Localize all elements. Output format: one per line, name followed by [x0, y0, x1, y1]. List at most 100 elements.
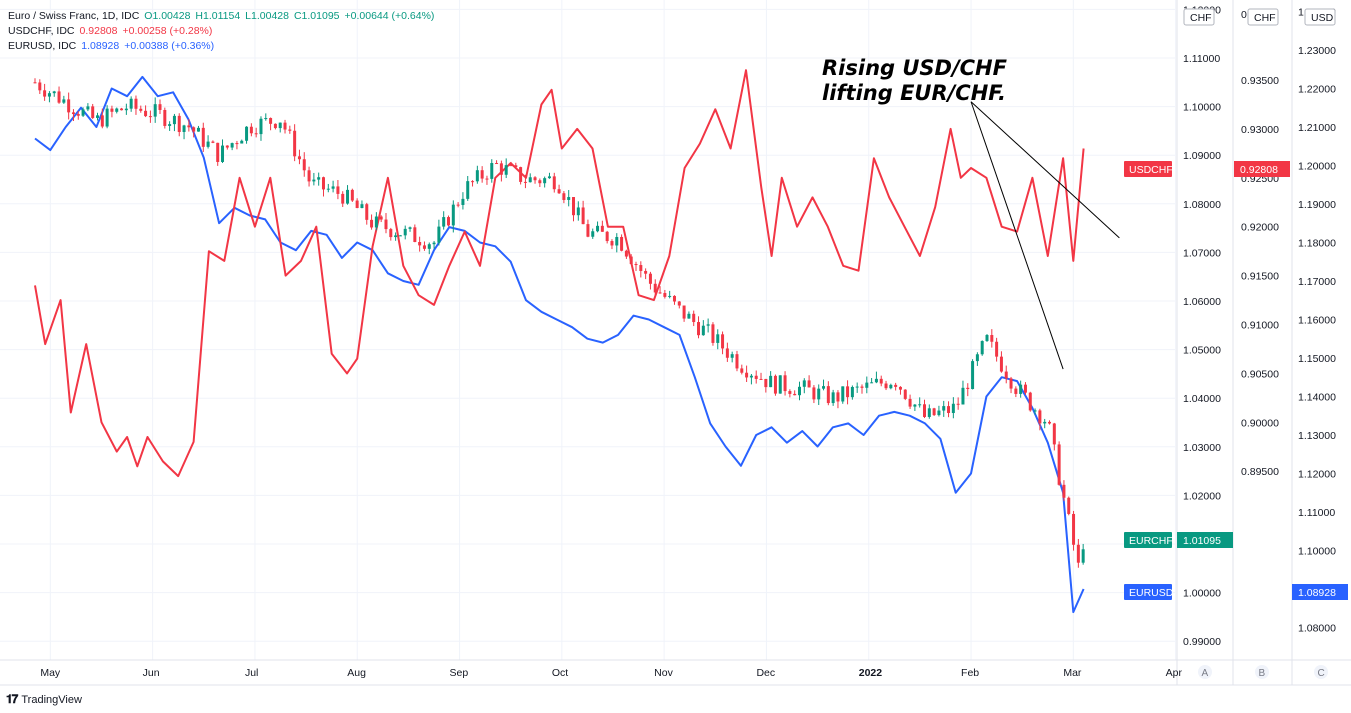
legend-row-eurusd[interactable]: EURUSD, IDC 1.08928 +0.00388 (+0.36%)	[8, 39, 434, 54]
candle-body	[615, 236, 619, 246]
candle-body	[836, 392, 840, 402]
candle-body	[769, 375, 773, 388]
candle-body	[1004, 371, 1008, 379]
y-tick-label: 1.05000	[1183, 345, 1221, 357]
y-tick-label: 1.15000	[1298, 353, 1336, 365]
candle-body	[793, 393, 797, 396]
candle-body	[216, 142, 220, 162]
candle-body	[144, 110, 148, 117]
scale-footers[interactable]: A B C	[1198, 665, 1328, 679]
candle-body	[706, 324, 710, 326]
candle-body	[523, 181, 527, 183]
candle-body	[874, 378, 878, 383]
y-tick-label: 1.23000	[1298, 45, 1336, 57]
grid-lines	[0, 0, 1177, 660]
candle-body	[1028, 392, 1032, 411]
candle-body	[1023, 384, 1027, 393]
candle-body	[677, 301, 681, 306]
candle-body	[841, 386, 845, 402]
candle-body	[158, 104, 162, 110]
scale-unit-label: CHF	[1254, 12, 1276, 24]
candle-body	[581, 207, 585, 225]
trend-lines[interactable]	[970, 101, 1120, 370]
candle-body	[288, 129, 292, 131]
price-tag-name: EURCHF	[1129, 535, 1173, 547]
candle-body	[240, 140, 244, 144]
candle-body	[1033, 410, 1037, 412]
trend-line	[970, 101, 1064, 370]
scale-a-ticks: 1.120001.110001.100001.090001.080001.070…	[1183, 4, 1221, 648]
candle-body	[932, 408, 936, 416]
y-tick-label: 1.06000	[1183, 296, 1221, 308]
scale-footer-label: B	[1259, 668, 1266, 679]
price-tag-name: EURUSD	[1129, 587, 1174, 599]
annotation-line-2[interactable]: lifting EUR/CHF.	[822, 81, 1006, 105]
scale-units[interactable]: CHF CHF USD	[1183, 8, 1336, 26]
candle-body	[124, 108, 128, 111]
candle-body	[100, 115, 104, 127]
scale-footer-badge	[1255, 665, 1269, 679]
candle-body	[346, 189, 350, 204]
legend-change: +0.00388 (+0.36%)	[124, 40, 215, 52]
legend-value: 1.08928	[81, 40, 120, 52]
price-tags: USDCHF 0.92808 EURCHF 1.01095 EURUSD 1.08928	[1124, 161, 1348, 600]
scale-unit-box	[1304, 8, 1336, 26]
candle-body	[783, 375, 787, 392]
candle-body	[134, 98, 138, 109]
y-tick-label: 1.11000	[1298, 507, 1335, 519]
candle-body	[894, 384, 898, 387]
candle-body	[461, 198, 465, 205]
scale-footer-label: A	[1202, 668, 1209, 679]
candle-body	[192, 127, 196, 132]
y-tick-label: 1.10000	[1183, 102, 1221, 114]
candle-body	[754, 375, 758, 379]
candle-body	[312, 179, 316, 182]
candle-body	[38, 82, 42, 91]
legend-row-eurchf[interactable]: Euro / Swiss Franc, 1D, IDC O1.00428 H1.…	[8, 9, 434, 24]
y-tick-label: 1.13000	[1298, 430, 1336, 442]
candle-body	[235, 143, 239, 145]
legend-row-usdchf[interactable]: USDCHF, IDC 0.92808 +0.00258 (+0.28%)	[8, 24, 434, 39]
candle-body	[927, 408, 931, 417]
candle-body	[822, 386, 826, 389]
candle-body	[735, 354, 739, 369]
y-tick-label: 1.21000	[1298, 122, 1336, 134]
candle-body	[495, 163, 499, 165]
candle-body	[499, 163, 503, 175]
y-tick-label: 1.10000	[1298, 546, 1336, 558]
candle-body	[384, 219, 388, 230]
legend-symbol: USDCHF, IDC	[8, 25, 75, 37]
candle-body	[552, 176, 556, 190]
annotation-line-1[interactable]: Rising USD/CHF	[822, 56, 1008, 80]
candle-body	[341, 193, 345, 204]
candle-body	[1076, 544, 1080, 563]
candle-body	[826, 386, 830, 404]
candle-body	[572, 197, 576, 216]
candle-body	[870, 382, 874, 384]
candle-body	[672, 295, 676, 302]
price-tag-name: USDCHF	[1129, 164, 1173, 176]
price-tag-name-bg	[1124, 532, 1172, 548]
tradingview-footer[interactable]: 𝟏𝟕 TradingView	[6, 692, 82, 707]
candle-body	[172, 115, 176, 125]
candle-body	[490, 163, 494, 179]
candle-body	[898, 386, 902, 390]
candle-body	[1043, 421, 1047, 424]
scale-unit-box	[1183, 8, 1215, 26]
candle-body	[293, 130, 297, 157]
candle-body	[610, 241, 614, 246]
candle-body	[509, 165, 513, 167]
candle-body	[105, 108, 109, 127]
candle-body	[1048, 421, 1052, 424]
candle-body	[1081, 549, 1085, 563]
legend-change: +0.00258 (+0.28%)	[122, 25, 213, 37]
candle-body	[273, 123, 277, 129]
candle-body	[692, 313, 696, 323]
candle-body	[802, 380, 806, 387]
scale-c-ticks: 1.240001.230001.220001.210001.200001.190…	[1298, 7, 1336, 635]
candle-body	[730, 354, 734, 358]
scale-unit-label: CHF	[1190, 12, 1212, 24]
candle-body	[547, 176, 551, 179]
candle-body	[269, 118, 273, 124]
